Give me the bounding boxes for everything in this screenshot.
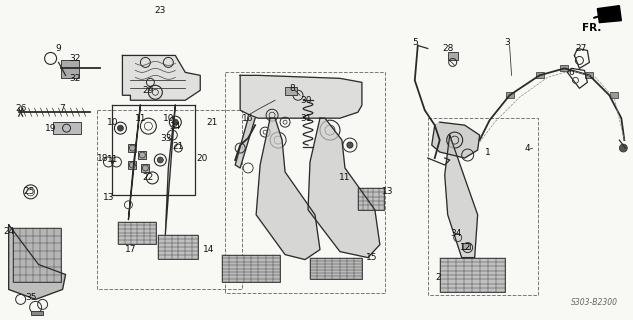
Text: 7: 7 — [60, 104, 65, 113]
Text: 24: 24 — [3, 227, 15, 236]
Text: 13: 13 — [103, 193, 114, 202]
Polygon shape — [598, 6, 622, 23]
Text: 15: 15 — [366, 253, 378, 262]
Text: 23: 23 — [154, 6, 166, 15]
Text: 10: 10 — [107, 118, 118, 127]
Text: 9: 9 — [56, 44, 61, 53]
Text: 16: 16 — [242, 114, 254, 123]
Text: 26: 26 — [15, 104, 27, 113]
Polygon shape — [122, 55, 200, 100]
Text: 11: 11 — [135, 114, 146, 123]
Bar — [30, 311, 42, 315]
Text: 32: 32 — [69, 54, 80, 63]
Polygon shape — [256, 118, 320, 260]
Text: 4: 4 — [525, 144, 530, 153]
Bar — [448, 52, 458, 60]
Text: 14: 14 — [203, 245, 214, 254]
Text: 2: 2 — [435, 273, 441, 282]
Bar — [13, 228, 61, 283]
Text: 33: 33 — [161, 133, 172, 143]
Text: 13: 13 — [382, 188, 394, 196]
Polygon shape — [240, 76, 362, 118]
Bar — [560, 65, 568, 71]
Circle shape — [158, 157, 163, 163]
Bar — [610, 92, 618, 98]
Bar — [310, 258, 362, 279]
Bar — [97, 110, 242, 289]
Text: 34: 34 — [450, 229, 461, 238]
Text: FR.: FR. — [582, 23, 602, 33]
Polygon shape — [432, 122, 480, 158]
Circle shape — [347, 142, 353, 148]
Text: 31: 31 — [300, 114, 312, 123]
Bar — [586, 72, 593, 78]
Bar — [536, 72, 544, 78]
Text: 21: 21 — [206, 118, 218, 127]
Circle shape — [619, 144, 627, 152]
Bar — [158, 235, 198, 259]
Bar — [285, 87, 297, 95]
Text: 6: 6 — [568, 68, 574, 77]
Text: 19: 19 — [45, 124, 56, 132]
Text: 35: 35 — [25, 293, 36, 302]
Polygon shape — [308, 118, 380, 258]
FancyArrowPatch shape — [594, 11, 613, 18]
Text: 32: 32 — [69, 74, 80, 83]
Text: S303-B2300: S303-B2300 — [572, 298, 618, 307]
Bar — [53, 122, 80, 134]
Polygon shape — [445, 135, 478, 258]
Bar — [440, 258, 505, 292]
Text: 30: 30 — [300, 96, 312, 105]
Bar — [358, 188, 384, 210]
Bar — [128, 161, 136, 169]
Text: 1: 1 — [485, 148, 491, 156]
Polygon shape — [128, 105, 141, 220]
Text: 11: 11 — [107, 156, 118, 164]
Text: 8: 8 — [289, 84, 295, 93]
Bar — [118, 222, 156, 244]
Bar — [128, 144, 136, 152]
Text: 27: 27 — [576, 44, 587, 53]
Text: 25: 25 — [23, 188, 34, 196]
Text: 20: 20 — [197, 154, 208, 163]
Bar — [139, 151, 146, 159]
Text: 3: 3 — [505, 38, 510, 47]
Text: 29: 29 — [142, 86, 154, 95]
Text: 22: 22 — [143, 173, 154, 182]
Bar — [61, 60, 78, 78]
Text: 17: 17 — [125, 245, 136, 254]
Bar — [461, 243, 470, 249]
Polygon shape — [235, 118, 255, 168]
Bar — [225, 72, 385, 293]
Text: 18: 18 — [97, 154, 108, 163]
Bar — [141, 164, 149, 172]
Text: 5: 5 — [412, 38, 418, 47]
Bar — [428, 118, 537, 295]
Text: 10: 10 — [163, 114, 174, 123]
Text: 12: 12 — [460, 243, 472, 252]
Polygon shape — [9, 225, 66, 300]
Text: 21: 21 — [173, 141, 184, 151]
Text: 34: 34 — [170, 122, 181, 131]
Text: 11: 11 — [339, 173, 351, 182]
Polygon shape — [165, 105, 175, 235]
Bar — [222, 255, 280, 283]
Circle shape — [118, 125, 123, 131]
Text: 28: 28 — [442, 44, 453, 53]
Circle shape — [172, 119, 179, 125]
Bar — [506, 92, 513, 98]
